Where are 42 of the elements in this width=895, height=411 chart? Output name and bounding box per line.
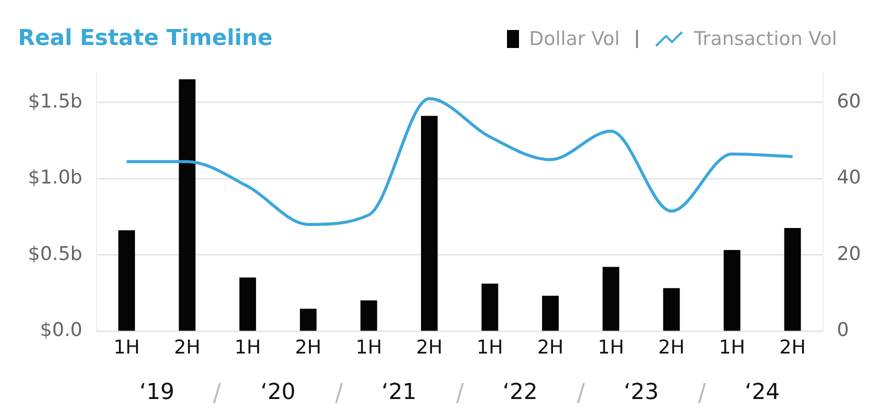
x-tick-label: 2H — [658, 336, 685, 359]
x-tick-label: 2H — [295, 336, 322, 359]
text: ‘23 — [624, 380, 659, 405]
x-tick-label: 2H — [537, 336, 564, 359]
x-tick-label: 2H — [779, 336, 806, 359]
y-tick-label: $0.5b — [28, 242, 82, 265]
bar — [542, 296, 559, 331]
y2-tick-label: 0 — [836, 319, 849, 342]
y2-tick-label: 40 — [836, 166, 862, 189]
legend-label: Transaction Vol — [694, 28, 837, 50]
bar — [724, 250, 740, 331]
x-tick-label: 1H — [598, 336, 624, 359]
bar — [300, 308, 317, 331]
legend-label: Dollar Vol — [529, 28, 620, 50]
x-tick-label: 2H — [416, 336, 443, 359]
text: ‘19 — [139, 380, 174, 405]
x-tick-label: 1H — [113, 336, 140, 359]
line-series — [125, 97, 794, 226]
y-tick-label: $0.0 — [40, 319, 82, 342]
text: ‘22 — [502, 380, 538, 405]
bar — [602, 266, 620, 331]
x-tick-label: 1H — [356, 336, 382, 359]
text: ‘21 — [382, 380, 417, 405]
bar — [118, 230, 135, 331]
y2-tick-label: 20 — [836, 242, 862, 265]
chart-title: Real Estate Timeline — [18, 26, 273, 51]
x-tick-label: 2H — [174, 336, 200, 359]
bar — [482, 284, 498, 331]
bar — [360, 300, 378, 331]
text: ‘20 — [260, 380, 296, 405]
y-tick-label: $1.5b — [28, 90, 82, 112]
bar — [178, 79, 196, 331]
text: ‘24 — [744, 380, 780, 405]
bar — [784, 228, 801, 331]
bar — [239, 278, 256, 331]
x-tick-label: 1H — [476, 336, 504, 359]
y-tick-label: $1.0b — [28, 166, 82, 189]
bar — [663, 288, 680, 331]
x-tick-label: 1H — [234, 336, 261, 359]
y2-tick-label: 60 — [836, 90, 862, 112]
bar — [420, 116, 438, 331]
x-tick-label: 1H — [718, 336, 746, 359]
